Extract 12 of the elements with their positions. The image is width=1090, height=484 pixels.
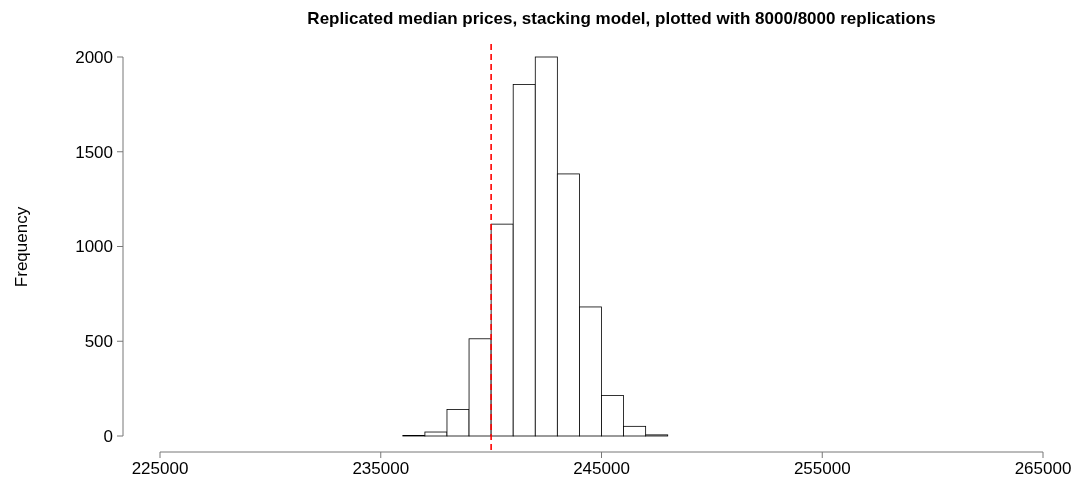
y-tick-label: 1500	[75, 142, 113, 162]
y-tick-label: 0	[103, 426, 113, 446]
x-tick-label: 235000	[352, 459, 410, 478]
chart-title: Replicated median prices, stacking model, plotted with 8000/8000 replications	[307, 9, 936, 28]
x-tick-label: 225000	[131, 459, 189, 478]
y-axis-title: Frequency	[12, 206, 31, 288]
x-tick-label: 245000	[573, 459, 630, 478]
y-tick-label: 2000	[75, 47, 113, 67]
y-tick-label: 500	[84, 332, 113, 352]
y-tick-label: 1000	[75, 237, 113, 257]
x-tick-label: 255000	[793, 459, 851, 478]
x-tick-label: 265000	[1014, 459, 1072, 478]
